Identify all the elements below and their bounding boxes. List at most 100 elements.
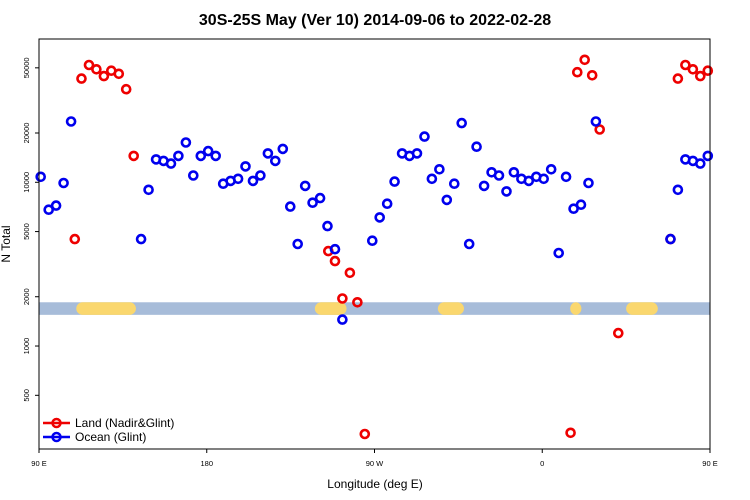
data-point <box>694 70 706 82</box>
data-point <box>284 201 296 212</box>
data-point <box>694 158 706 169</box>
data-point <box>680 59 691 71</box>
data-point <box>50 200 62 211</box>
data-point <box>575 199 587 210</box>
data-point <box>299 180 311 192</box>
data-points <box>35 54 714 440</box>
data-point <box>448 178 460 189</box>
data-point <box>687 64 699 75</box>
data-point <box>128 150 139 162</box>
data-point <box>463 238 475 250</box>
y-tick-label: 50000 <box>22 57 31 78</box>
data-point <box>322 220 333 232</box>
data-point <box>612 327 624 339</box>
data-point <box>43 204 55 215</box>
data-point <box>501 186 512 197</box>
data-point <box>493 170 505 181</box>
data-point <box>262 148 274 159</box>
data-point <box>571 66 583 78</box>
data-point <box>672 73 684 84</box>
y-tick-label: 20000 <box>22 123 31 144</box>
data-point <box>113 68 125 80</box>
y-tick-label: 1000 <box>22 338 31 355</box>
land-band-segment <box>626 302 658 315</box>
x-tick-label: 180 <box>200 459 213 468</box>
data-point <box>579 54 591 66</box>
data-point <box>441 194 453 206</box>
data-point <box>292 238 304 250</box>
data-point <box>314 192 326 204</box>
data-point <box>255 170 266 181</box>
data-point <box>240 161 251 172</box>
data-point <box>91 64 102 75</box>
data-point <box>210 150 221 162</box>
data-point <box>329 243 341 255</box>
data-point <box>389 176 400 187</box>
data-point <box>366 235 378 246</box>
data-point <box>202 145 214 157</box>
legend-label-ocean: Ocean (Glint) <box>75 430 146 444</box>
data-point <box>120 83 132 95</box>
data-point <box>337 293 348 304</box>
data-point <box>523 175 535 187</box>
legend-entry-ocean: Ocean (Glint) <box>43 430 146 444</box>
x-tick-label: 90 E <box>702 459 717 468</box>
data-point <box>329 255 341 267</box>
data-point <box>188 170 199 181</box>
data-point <box>594 124 606 135</box>
y-tick-label: 10000 <box>22 172 31 193</box>
data-point <box>702 150 714 162</box>
x-tick-label: 0 <box>540 459 544 468</box>
series-land <box>69 54 714 440</box>
y-tick-label: 2000 <box>22 288 31 305</box>
series-ocean <box>35 116 714 325</box>
data-point <box>672 184 684 196</box>
data-point <box>98 70 110 82</box>
y-axis-label: N Total <box>0 225 13 262</box>
data-point <box>583 177 594 189</box>
data-point <box>456 117 468 129</box>
data-point <box>65 116 77 127</box>
y-tick-label: 500 <box>22 389 31 402</box>
data-point <box>538 173 550 185</box>
data-point <box>381 198 393 209</box>
data-point <box>374 212 386 223</box>
legend-entry-land: Land (Nadir&Glint) <box>43 416 174 430</box>
x-axis-label: Longitude (deg E) <box>327 477 422 491</box>
data-point <box>553 247 565 259</box>
data-point <box>665 233 676 245</box>
legend-label-land: Land (Nadir&Glint) <box>75 416 174 430</box>
chart-title: 30S-25S May (Ver 10) 2014-09-06 to 2022-… <box>199 12 551 29</box>
data-point <box>143 184 154 196</box>
data-point <box>565 427 576 439</box>
data-point <box>560 171 572 183</box>
data-point <box>307 197 318 208</box>
x-axis: 90 E 180 90 W 0 90 E <box>31 449 718 468</box>
data-point <box>419 131 430 142</box>
data-point <box>586 70 598 81</box>
data-point <box>478 180 490 192</box>
data-point <box>545 164 557 175</box>
data-point <box>76 73 87 84</box>
data-point <box>508 167 520 178</box>
data-point <box>411 148 423 159</box>
data-point <box>590 116 602 127</box>
data-point <box>180 137 192 148</box>
y-axis: 500 1000 2000 5000 10000 20000 50000 <box>22 57 39 402</box>
data-point <box>359 428 371 440</box>
data-point <box>344 267 356 279</box>
data-band <box>39 302 710 315</box>
data-point <box>277 143 289 155</box>
data-point <box>269 155 281 167</box>
data-point <box>58 177 69 189</box>
data-point <box>35 171 47 183</box>
legend-marker-land <box>51 417 62 429</box>
ocean-band <box>39 302 710 315</box>
data-point <box>426 173 438 185</box>
legend-marker-ocean <box>51 431 62 443</box>
legend: Land (Nadir&Glint) Ocean (Glint) <box>43 416 174 444</box>
data-point <box>83 59 95 71</box>
data-point <box>69 233 81 245</box>
data-point <box>434 164 445 175</box>
